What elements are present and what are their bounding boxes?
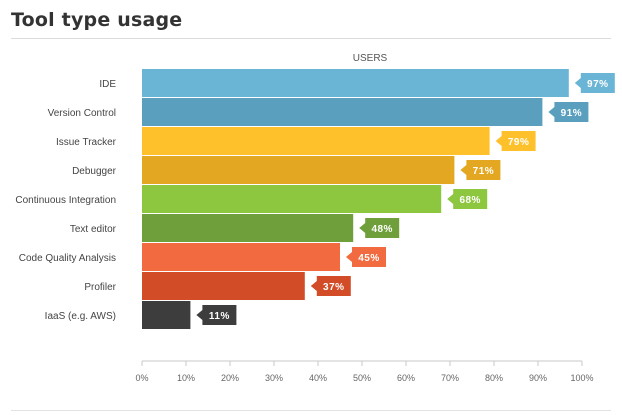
footer-divider xyxy=(11,410,611,411)
value-label-badge xyxy=(495,131,536,151)
value-label-badge xyxy=(196,305,237,325)
x-tick-label: 30% xyxy=(265,373,283,383)
value-label: 79% xyxy=(508,137,530,148)
value-label-badge xyxy=(359,218,400,238)
value-label-badge xyxy=(574,73,615,93)
value-label-badge xyxy=(346,247,386,267)
value-label: 71% xyxy=(473,166,495,177)
value-label: 45% xyxy=(358,253,380,264)
chart-title: Tool type usage xyxy=(11,9,183,31)
bar xyxy=(142,301,191,329)
category-label: Issue Tracker xyxy=(56,137,117,148)
value-label-badge xyxy=(548,102,589,122)
bar xyxy=(142,214,354,242)
bar xyxy=(142,243,340,271)
category-label: IaaS (e.g. AWS) xyxy=(45,311,116,322)
title-divider xyxy=(11,38,611,39)
x-tick-label: 40% xyxy=(309,373,327,383)
bar xyxy=(142,69,569,97)
x-tick-label: 50% xyxy=(353,373,371,383)
x-tick-label: 10% xyxy=(177,373,195,383)
bar xyxy=(142,156,455,184)
value-label: 48% xyxy=(371,224,393,235)
category-label: Version Control xyxy=(48,108,116,119)
x-tick-label: 100% xyxy=(570,373,593,383)
value-label: 91% xyxy=(561,108,583,119)
category-label: IDE xyxy=(99,79,116,90)
value-labels: 97% 91% 79% 71% 68% 48% 45% 37% 11% xyxy=(196,73,615,325)
x-tick-label: 0% xyxy=(135,373,148,383)
bars xyxy=(142,69,569,329)
category-label: Continuous Integration xyxy=(15,195,116,206)
value-label-badge xyxy=(447,189,488,209)
value-label-badge xyxy=(310,276,351,296)
category-label: Profiler xyxy=(84,282,116,293)
x-axis-ticks: 0% 10% 20% 30% 40% 50% 60% 70% 80% 90% 100% xyxy=(135,361,594,383)
x-tick-label: 60% xyxy=(397,373,415,383)
value-label: 37% xyxy=(323,282,345,293)
x-tick-label: 70% xyxy=(441,373,459,383)
x-tick-label: 80% xyxy=(485,373,503,383)
value-label: 97% xyxy=(587,79,609,90)
bar xyxy=(142,185,442,213)
category-label: Code Quality Analysis xyxy=(19,253,116,264)
axis-title: USERS xyxy=(353,53,388,64)
value-label: 68% xyxy=(459,195,481,206)
category-label: Debugger xyxy=(72,166,117,177)
category-label: Text editor xyxy=(70,224,117,235)
x-tick-label: 20% xyxy=(221,373,239,383)
bar xyxy=(142,272,305,300)
value-label: 11% xyxy=(209,311,230,322)
x-tick-label: 90% xyxy=(529,373,547,383)
category-labels: IDE Version Control Issue Tracker Debugger C… xyxy=(15,79,116,322)
value-label-badge xyxy=(460,160,501,180)
bar xyxy=(142,127,490,155)
bar xyxy=(142,98,543,126)
